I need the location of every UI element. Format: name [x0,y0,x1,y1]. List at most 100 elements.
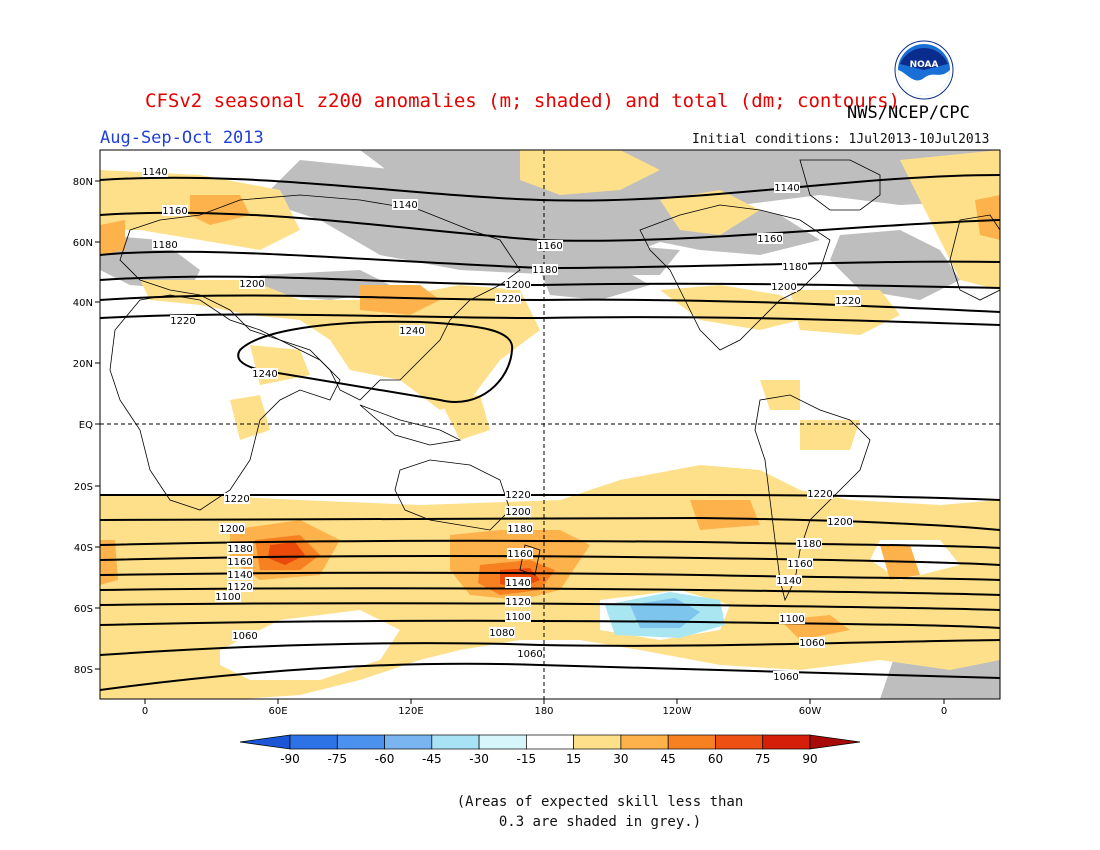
contour-label: 1140 [392,200,417,211]
contour-label: 1060 [517,649,542,660]
colorbar-box [384,734,433,750]
contour-label: 1200 [827,517,852,528]
contour-label: 1160 [227,557,252,568]
contour-label-bg [162,205,188,216]
contour-label: 1140 [227,570,252,581]
contour-label: 1220 [835,296,860,307]
contour-label-bg [399,325,425,336]
contour-label: 1060 [799,638,824,649]
contour-label-bg [537,240,563,251]
height-contours [100,174,1000,691]
contour-label-group: 1140 1140 1140 1160 1160 1160 1180 1180 1180 1200… [142,166,861,683]
contour-label-bg [796,538,822,549]
colorbar-left-arrow [239,734,291,750]
contour-label: 1200 [239,279,264,290]
contour-label: 1220 [495,294,520,305]
colorbar-box [762,734,811,750]
lon-label: 60E [268,706,287,717]
lat-label: 40S [74,543,93,554]
contour-label-bg [227,569,253,580]
colorbar-label: 75 [755,752,770,766]
contour-label: 1140 [774,183,799,194]
contour-label: 1060 [232,631,257,642]
contour-label: 1220 [224,494,249,505]
colorbar-label: -90 [280,752,300,766]
skill-note: (Areas of expected skill less than 0.3 a… [456,794,744,830]
lon-label: 180 [534,706,553,717]
contour-label-bg [224,493,250,504]
contour-label-bg [827,516,853,527]
contour-label: 1220 [170,316,195,327]
contour-label-bg [219,523,245,534]
contour-label-bg [227,543,253,554]
contour-label: 1220 [505,490,530,501]
contour-label: 1200 [771,282,796,293]
contour-label: 1200 [219,524,244,535]
contour-label-bg [787,558,813,569]
agency-label: NWS/NCEP/CPC [847,103,970,123]
contour-label-bg [392,199,418,210]
contour-label: 1120 [505,597,530,608]
contour-label-bg [239,278,265,289]
contour-label: 1080 [489,628,514,639]
colorbar-box [667,734,716,750]
contour-label: 1160 [757,234,782,245]
contour-label: 1100 [779,614,804,625]
contour-label-bg [142,166,168,177]
contour-label-bg [232,630,258,641]
contour-label: 1240 [399,326,424,337]
colorbar-label: 60 [708,752,723,766]
lon-label: 0 [941,706,947,717]
contour-label: 1140 [142,167,167,178]
contour-label: 1160 [787,559,812,570]
lon-label: 0 [142,706,148,717]
contour-label-bg [489,627,515,638]
contour-label-bg [505,596,531,607]
colorbar-label: 45 [661,752,676,766]
contour-label: 1180 [796,539,821,550]
contour-label-bg [517,648,543,659]
colorbar-label: -45 [422,752,442,766]
contour-label-bg [779,613,805,624]
colorbar-label: -75 [327,752,347,766]
noaa-logo-icon: NOAA [894,40,954,100]
colorbar-box [573,734,622,750]
svg-text:NOAA: NOAA [910,60,939,70]
contour-label-bg [774,182,800,193]
lon-label: 60W [799,706,822,717]
colorbar-box [431,734,480,750]
contour-label: 1180 [227,544,252,555]
contour-label-bg [773,671,799,682]
season-label: Aug-Sep-Oct 2013 [100,128,264,148]
contour-label: 1180 [532,265,557,276]
lon-label: 120W [663,706,692,717]
colorbar-label: -30 [469,752,489,766]
contour-label-bg [505,577,531,588]
contour-label-bg [835,295,861,306]
contour-label-bg [505,279,531,290]
contour-label: 1200 [505,507,530,518]
contour-label-bg [776,575,802,586]
contour-label-bg [170,315,196,326]
lat-label: 40N [73,298,93,309]
initial-conditions: Initial conditions: 1Jul2013-10Jul2013 [692,132,990,147]
lat-label: 80N [73,177,93,188]
contour-label-bg [532,264,558,275]
contour-label-bg [507,548,533,559]
contour-label-bg [799,637,825,648]
longitude-labels: 0 60E 120E 180 120W 60W 0 [142,699,947,717]
contour-label: 1180 [507,524,532,535]
lat-label: 80S [74,665,93,676]
colorbar-box [620,734,669,750]
contour-label: 1120 [227,582,252,593]
lat-label: 60N [73,238,93,249]
contour-label: 1160 [507,549,532,560]
contour-label-bg [505,506,531,517]
chart-title: CFSv2 seasonal z200 anomalies (m; shaded… [145,90,900,112]
coastlines [109,159,1000,602]
contour-label-bg [782,261,808,272]
colorbar-label: -60 [375,752,395,766]
lat-label: 20S [74,482,93,493]
contour-label: 1160 [537,241,562,252]
contour-label: 1100 [505,612,530,623]
